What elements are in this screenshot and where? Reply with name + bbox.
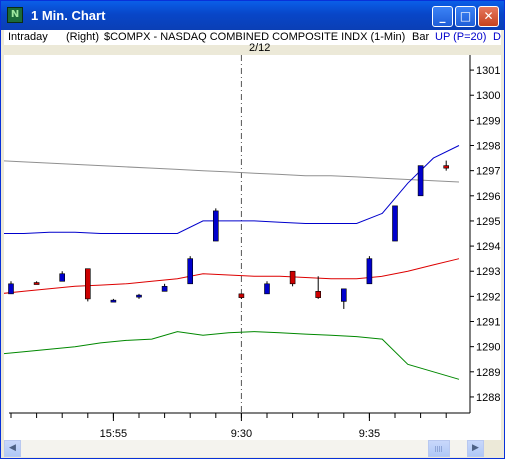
y-tick-label: 1298 <box>476 141 500 153</box>
y-tick-label: 1289 <box>476 367 500 379</box>
axis-label: (Right) <box>66 31 100 43</box>
candle-up <box>110 299 117 303</box>
candle-down <box>315 291 322 298</box>
maximize-button[interactable]: □ <box>455 6 476 27</box>
y-tick-label: 1300 <box>476 90 500 102</box>
x-tick-label: 9:35 <box>359 428 380 440</box>
style-label: Bar <box>412 31 430 43</box>
app-icon[interactable]: N <box>7 7 23 23</box>
candle-up <box>264 283 270 295</box>
y-tick-label: 1290 <box>476 342 500 354</box>
candle-up <box>136 294 142 298</box>
candle-down <box>443 165 450 169</box>
x-tick-label: 9:30 <box>231 428 252 440</box>
window-title: 1 Min. Chart <box>31 8 106 23</box>
y-tick-label: 1297 <box>476 166 500 178</box>
indicator-extra-label: D <box>493 31 501 43</box>
candle-down <box>289 270 296 285</box>
candle-down <box>33 282 40 285</box>
chart-info-bar: Intraday (Right) $COMPX - NASDAQ COMBINE… <box>4 30 501 45</box>
y-tick-label: 1301 <box>476 65 500 77</box>
chart-area[interactable]: 1301 1300 1299 1298 1297 1296 1295 1294 1293 1292… <box>1 55 501 440</box>
y-tick-label: 1291 <box>476 317 500 329</box>
indicator-label: UP (P=20) <box>435 31 487 43</box>
y-tick-label: 1294 <box>476 241 500 253</box>
candle-down <box>238 293 245 298</box>
symbol-label: $COMPX - NASDAQ COMBINED COMPOSITE INDX … <box>104 31 406 43</box>
candle-up <box>366 258 373 285</box>
candle-up <box>392 205 398 242</box>
y-tick-label: 1296 <box>476 191 500 203</box>
candle-up <box>161 286 168 292</box>
minimize-button[interactable]: _ <box>432 6 453 27</box>
size-grip[interactable] <box>484 440 501 457</box>
y-tick-label: 1292 <box>476 291 500 303</box>
candle-up <box>59 273 66 282</box>
scroll-thumb[interactable] <box>428 440 450 457</box>
y-tick-label: 1288 <box>476 392 500 404</box>
date-label: 2/12 <box>249 42 271 54</box>
average-line <box>1 160 460 183</box>
candle-up <box>187 258 193 285</box>
horizontal-scrollbar[interactable]: ◀ ▶ <box>4 440 501 457</box>
title-bar[interactable]: N 1 Min. Chart _ □ ✕ <box>1 1 504 30</box>
candle-up <box>417 165 424 197</box>
mode-label: Intraday <box>8 31 48 43</box>
lower-band-line <box>1 331 460 380</box>
y-tick-label: 1293 <box>476 266 500 278</box>
price-chart[interactable]: 1301 1300 1299 1298 1297 1296 1295 1294 1293 1292… <box>1 55 501 440</box>
y-tick-label: 1299 <box>476 115 500 127</box>
upper-band-line <box>1 145 460 234</box>
close-button[interactable]: ✕ <box>478 6 499 27</box>
y-tick-label: 1295 <box>476 216 500 228</box>
candle-down <box>85 268 91 300</box>
scroll-right-button[interactable]: ▶ <box>467 440 484 457</box>
x-tick-label: 15:55 <box>100 428 128 440</box>
candle-up <box>340 288 347 302</box>
candle-up <box>8 283 14 295</box>
middle-band-line <box>1 258 460 295</box>
candle-up <box>213 210 219 242</box>
scroll-left-button[interactable]: ◀ <box>4 440 21 457</box>
